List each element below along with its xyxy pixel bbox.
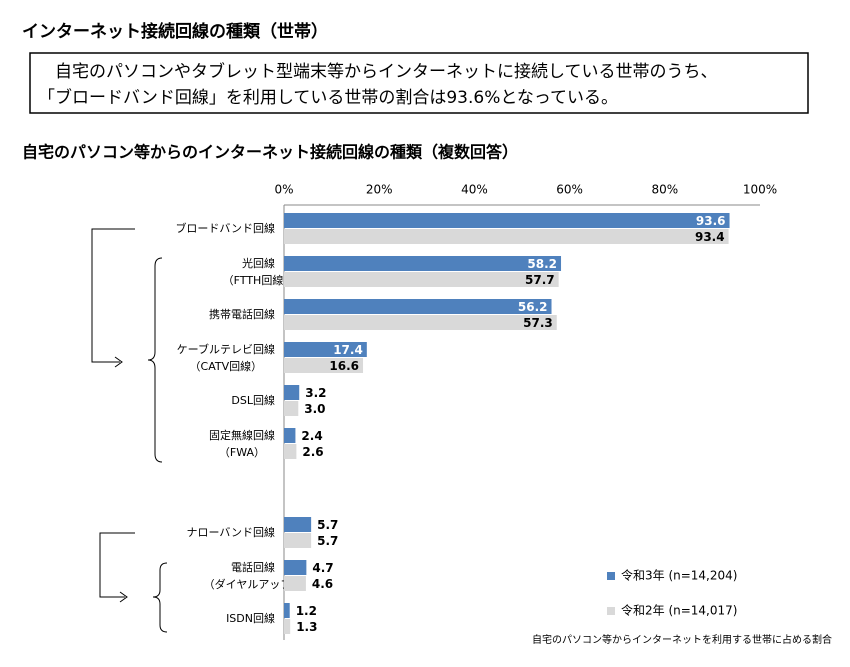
category-label: ナローバンド回線 [187, 525, 275, 539]
category-label: 携帯電話回線 [209, 307, 275, 321]
page-title: インターネット接続回線の種類（世帯） [22, 21, 328, 42]
category-label: ケーブルテレビ回線 [177, 342, 275, 356]
arrow-head [114, 356, 123, 368]
bar [284, 272, 559, 287]
bar [284, 229, 729, 244]
x-tick-label: 20% [366, 183, 393, 197]
bar [284, 444, 297, 459]
value-label: 56.2 [518, 300, 548, 314]
value-label: 5.7 [317, 518, 338, 532]
value-label: 2.6 [302, 445, 323, 459]
value-label: 3.2 [305, 386, 326, 400]
value-label: 93.6 [696, 214, 726, 228]
bar [284, 315, 557, 330]
bar [284, 428, 296, 443]
summary-line: 「ブロードバンド回線」を利用している世帯の割合は93.6%となっている。 [38, 87, 618, 108]
value-label: 58.2 [527, 257, 557, 271]
category-label: 固定無線回線 [209, 428, 275, 442]
value-label: 16.6 [329, 359, 359, 373]
brace [152, 562, 168, 633]
category-label: 電話回線 [231, 560, 275, 574]
x-tick-label: 100% [743, 183, 777, 197]
legend-label: 令和2年 (n=14,017) [621, 603, 737, 618]
bar [284, 342, 367, 357]
bar [284, 385, 300, 400]
chart-note: 自宅のパソコン等からインターネットを利用する世帯に占める割合 [532, 633, 832, 646]
value-label: 2.4 [301, 429, 322, 443]
value-label: 57.3 [523, 316, 553, 330]
category-label: DSL回線 [231, 393, 275, 407]
bar [284, 619, 291, 634]
bar [284, 533, 312, 548]
value-label: 93.4 [695, 230, 725, 244]
category-label: ブロードバンド回線 [175, 221, 275, 235]
bar [284, 213, 730, 228]
bar [284, 603, 290, 618]
arrow-head [119, 591, 128, 603]
bar [284, 256, 562, 271]
bar [284, 517, 312, 532]
value-label: 57.7 [525, 273, 555, 287]
brackets [91, 228, 168, 633]
category-label: （FWA） [219, 446, 265, 459]
value-label: 17.4 [333, 343, 363, 357]
x-tick-label: 40% [461, 183, 488, 197]
bar [284, 401, 299, 416]
chart-title: 自宅のパソコン等からのインターネット接続回線の種類（複数回答） [22, 143, 518, 162]
x-tick-label: 0% [274, 183, 293, 197]
value-label: 1.3 [296, 620, 317, 634]
legend-swatch [607, 607, 615, 615]
summary-box [29, 52, 809, 114]
summary-line: 自宅のパソコンやタブレット型端末等からインターネットに接続している世帯のうち、 [38, 61, 718, 82]
bar [284, 299, 552, 314]
category-label: 光回線 [242, 256, 275, 270]
category-label: （FTTH回線） [223, 273, 295, 287]
value-label: 5.7 [317, 534, 338, 548]
bar [284, 576, 306, 591]
category-label: （ダイヤルアップ） [204, 577, 303, 591]
category-label: ISDN回線 [226, 611, 275, 625]
bar [284, 560, 307, 575]
value-label: 1.2 [296, 604, 317, 618]
value-label: 4.6 [312, 577, 333, 591]
value-label: 3.0 [304, 402, 325, 416]
brace [147, 257, 163, 463]
bracket [91, 228, 135, 363]
legend-swatch [607, 572, 615, 580]
legend-label: 令和3年 (n=14,204) [621, 568, 737, 583]
value-label: 4.7 [312, 561, 333, 575]
bracket [99, 532, 135, 598]
x-tick-label: 60% [556, 183, 583, 197]
x-tick-label: 80% [651, 183, 678, 197]
category-label: （CATV回線） [190, 359, 263, 373]
bar [284, 358, 364, 373]
